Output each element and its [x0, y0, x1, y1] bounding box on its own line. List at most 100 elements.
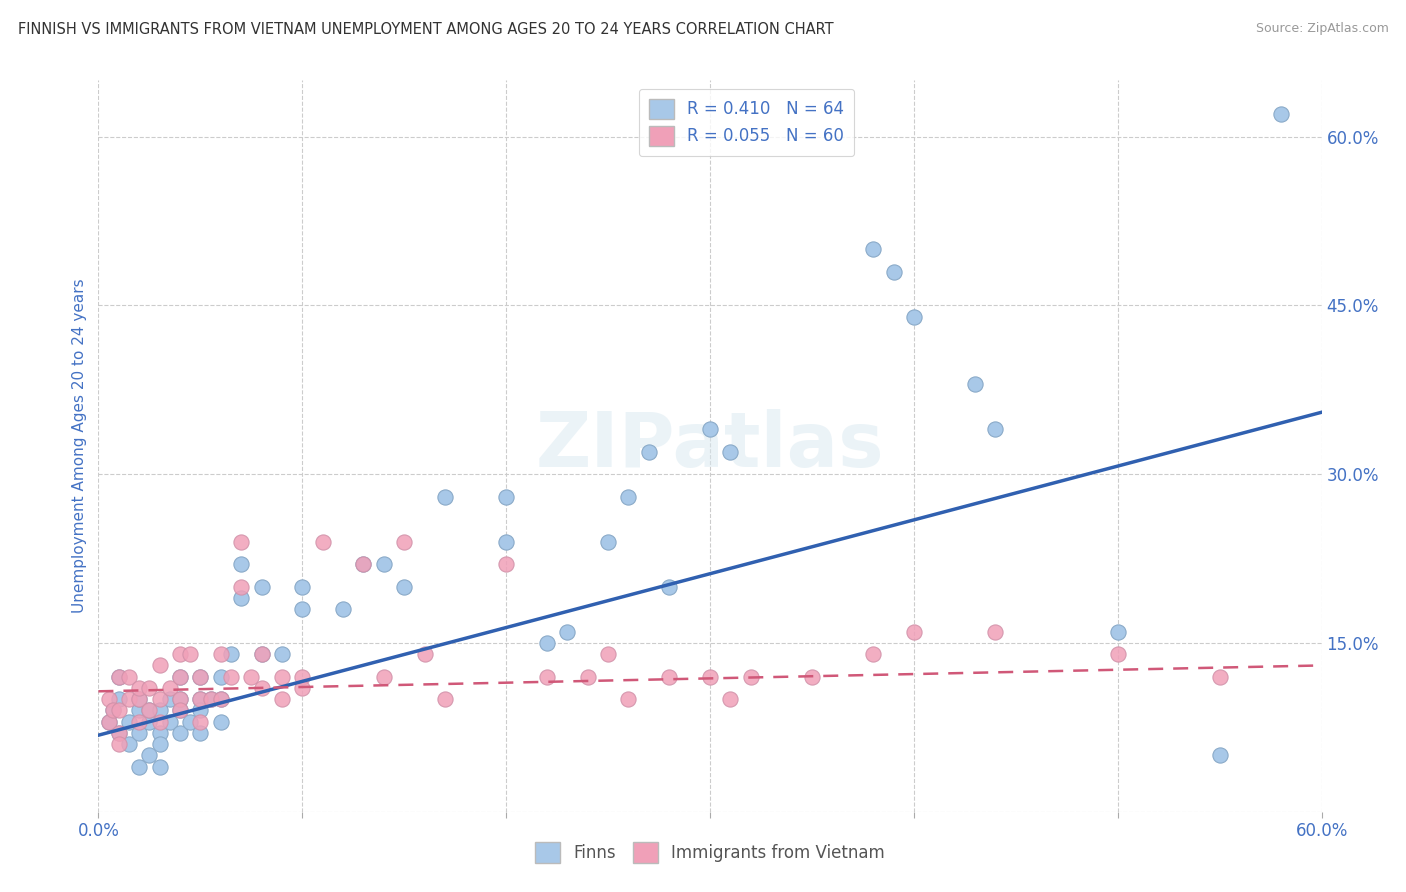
Point — [291, 602, 314, 616]
Point — [392, 534, 416, 549]
Point — [495, 490, 517, 504]
Point — [903, 624, 925, 639]
Point — [97, 692, 120, 706]
Point — [149, 658, 172, 673]
Y-axis label: Unemployment Among Ages 20 to 24 years: Unemployment Among Ages 20 to 24 years — [72, 278, 87, 614]
Point — [536, 636, 558, 650]
Point — [291, 580, 314, 594]
Text: Source: ZipAtlas.com: Source: ZipAtlas.com — [1256, 22, 1389, 36]
Point — [209, 714, 232, 729]
Point — [270, 647, 294, 661]
Point — [169, 692, 191, 706]
Text: ZIPatlas: ZIPatlas — [536, 409, 884, 483]
Point — [984, 624, 1007, 639]
Point — [169, 670, 191, 684]
Point — [159, 714, 181, 729]
Point — [138, 714, 160, 729]
Point — [118, 692, 141, 706]
Point — [270, 692, 294, 706]
Point — [108, 726, 131, 740]
Point — [188, 670, 212, 684]
Point — [352, 557, 374, 571]
Point — [658, 580, 681, 594]
Point — [188, 692, 212, 706]
Point — [576, 670, 599, 684]
Point — [108, 670, 131, 684]
Point — [188, 726, 212, 740]
Point — [862, 647, 884, 661]
Point — [149, 692, 172, 706]
Point — [209, 692, 232, 706]
Point — [720, 692, 742, 706]
Text: FINNISH VS IMMIGRANTS FROM VIETNAM UNEMPLOYMENT AMONG AGES 20 TO 24 YEARS CORREL: FINNISH VS IMMIGRANTS FROM VIETNAM UNEMP… — [18, 22, 834, 37]
Point — [188, 670, 212, 684]
Point — [1107, 624, 1129, 639]
Point — [617, 490, 640, 504]
Point — [883, 264, 905, 278]
Point — [101, 703, 124, 717]
Point — [231, 591, 253, 605]
Point — [128, 692, 150, 706]
Point — [699, 422, 721, 436]
Point — [188, 692, 212, 706]
Point — [108, 670, 131, 684]
Point — [169, 726, 191, 740]
Point — [1209, 748, 1232, 763]
Point — [231, 534, 253, 549]
Point — [108, 703, 131, 717]
Point — [188, 714, 212, 729]
Point — [240, 670, 263, 684]
Point — [250, 647, 273, 661]
Point — [118, 714, 141, 729]
Point — [231, 557, 253, 571]
Point — [903, 310, 925, 324]
Point — [250, 647, 273, 661]
Point — [219, 647, 242, 661]
Point — [270, 670, 294, 684]
Point — [209, 692, 232, 706]
Point — [699, 670, 721, 684]
Point — [108, 726, 131, 740]
Point — [312, 534, 335, 549]
Point — [720, 444, 742, 458]
Point — [128, 760, 150, 774]
Point — [1209, 670, 1232, 684]
Point — [373, 670, 395, 684]
Point — [128, 703, 150, 717]
Point — [231, 580, 253, 594]
Point — [128, 726, 150, 740]
Point — [108, 692, 131, 706]
Point — [1107, 647, 1129, 661]
Point — [1270, 107, 1292, 121]
Point — [740, 670, 762, 684]
Point — [108, 737, 131, 751]
Point — [200, 692, 222, 706]
Point — [101, 703, 124, 717]
Point — [617, 692, 640, 706]
Point — [250, 681, 273, 695]
Point — [209, 647, 232, 661]
Point — [291, 681, 314, 695]
Point — [159, 681, 181, 695]
Point — [149, 760, 172, 774]
Point — [536, 670, 558, 684]
Point — [169, 703, 191, 717]
Point — [862, 242, 884, 256]
Point — [149, 726, 172, 740]
Point — [250, 580, 273, 594]
Point — [434, 490, 457, 504]
Point — [495, 534, 517, 549]
Point — [138, 681, 160, 695]
Point — [138, 748, 160, 763]
Point — [169, 647, 191, 661]
Point — [332, 602, 354, 616]
Point — [128, 692, 150, 706]
Point — [219, 670, 242, 684]
Point — [118, 670, 141, 684]
Point — [169, 703, 191, 717]
Point — [149, 737, 172, 751]
Point — [495, 557, 517, 571]
Point — [138, 703, 160, 717]
Point — [658, 670, 681, 684]
Point — [801, 670, 824, 684]
